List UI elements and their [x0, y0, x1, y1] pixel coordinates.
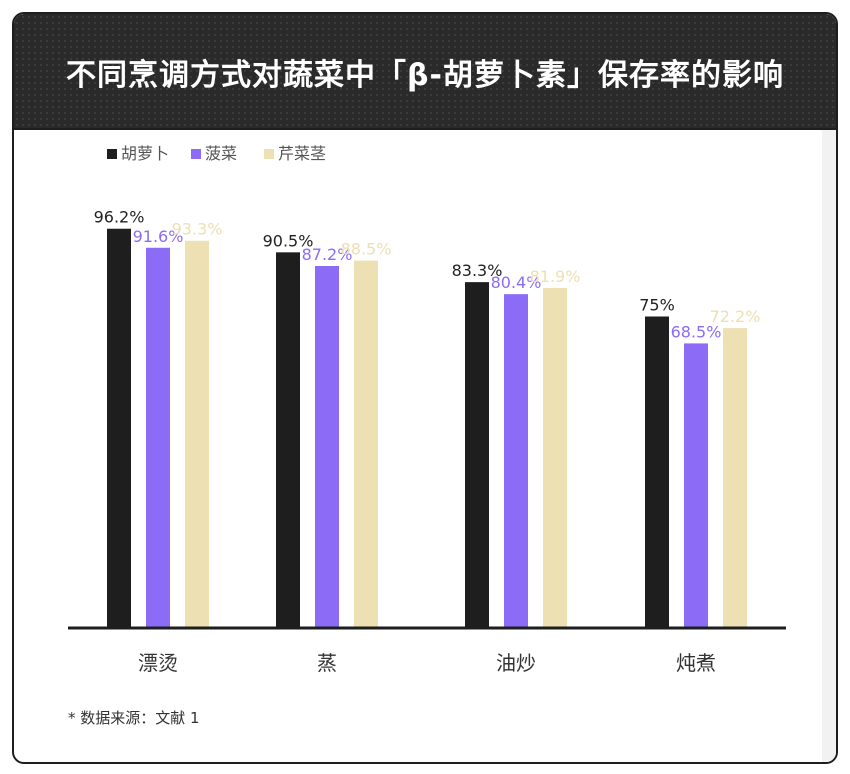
category-label: 炖煮 [676, 651, 716, 675]
bar [185, 240, 209, 627]
data-labels: 96.2%91.6%93.3% 90.5%87.2%88.5% 83.3%80.4%… [94, 208, 761, 342]
bar [684, 343, 708, 627]
bar [465, 282, 489, 627]
data-label: 87.2% [302, 245, 353, 264]
data-label: 90.5% [263, 231, 314, 250]
category-label: 油炒 [496, 651, 536, 675]
data-label: 88.5% [341, 240, 392, 259]
data-label: 96.2% [94, 208, 145, 227]
data-label: 81.9% [530, 267, 581, 286]
data-label: 75% [639, 296, 675, 315]
bar [354, 260, 378, 627]
right-shade [822, 130, 836, 762]
category-labels: 漂烫 蒸 油炒 炖煮 [138, 651, 716, 675]
bar [645, 316, 669, 627]
legend-swatch [191, 149, 201, 159]
data-label: 72.2% [710, 307, 761, 326]
bars [107, 228, 747, 627]
data-label: 83.3% [452, 261, 503, 280]
legend-label: 胡萝卜 [121, 144, 169, 163]
title-banner: 不同烹调方式对蔬菜中「β-胡萝卜素」保存率的影响 [14, 14, 836, 130]
bar [723, 328, 747, 627]
legend-label: 菠菜 [205, 144, 237, 163]
bar [504, 294, 528, 627]
chart-title: 不同烹调方式对蔬菜中「β-胡萝卜素」保存率的影响 [66, 58, 784, 93]
category-label: 蒸 [317, 651, 337, 675]
legend-label: 芹菜茎 [278, 144, 326, 163]
bar [107, 228, 131, 627]
data-label: 91.6% [133, 227, 184, 246]
bar [276, 252, 300, 627]
legend-swatch [264, 149, 274, 159]
bar [315, 265, 339, 627]
data-label: 68.5% [671, 322, 722, 341]
bar [146, 247, 170, 627]
data-label: 80.4% [491, 273, 542, 292]
data-label: 93.3% [172, 220, 223, 239]
category-label: 漂烫 [138, 651, 178, 675]
legend: 胡萝卜 菠菜 芹菜茎 [107, 144, 326, 163]
legend-swatch [107, 149, 117, 159]
bar [543, 287, 567, 627]
source-note: * 数据来源：文献 1 [68, 709, 200, 727]
